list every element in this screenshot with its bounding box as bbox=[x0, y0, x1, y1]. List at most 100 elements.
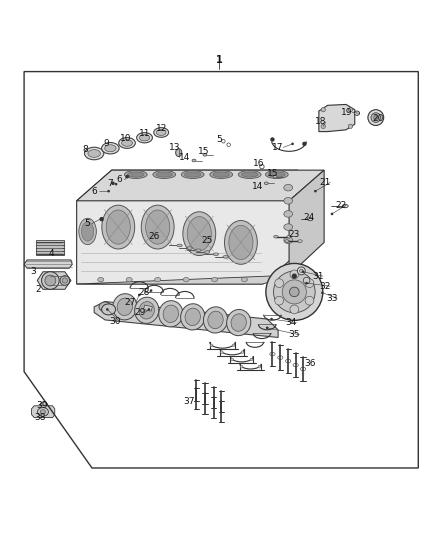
Text: 29: 29 bbox=[134, 308, 146, 317]
Polygon shape bbox=[24, 260, 72, 268]
Text: 15: 15 bbox=[267, 169, 278, 178]
Circle shape bbox=[100, 217, 103, 220]
Ellipse shape bbox=[307, 217, 313, 221]
Ellipse shape bbox=[177, 244, 182, 247]
Text: 28: 28 bbox=[138, 288, 149, 297]
Text: 6: 6 bbox=[116, 175, 122, 184]
Ellipse shape bbox=[60, 276, 70, 285]
Text: 11: 11 bbox=[139, 129, 150, 138]
Ellipse shape bbox=[203, 307, 228, 333]
Ellipse shape bbox=[196, 249, 201, 252]
Text: 14: 14 bbox=[252, 182, 263, 191]
Ellipse shape bbox=[300, 269, 303, 273]
Text: 9: 9 bbox=[103, 139, 109, 148]
Ellipse shape bbox=[226, 310, 251, 336]
Ellipse shape bbox=[213, 172, 230, 177]
Ellipse shape bbox=[290, 270, 299, 279]
Ellipse shape bbox=[266, 263, 323, 320]
Ellipse shape bbox=[40, 402, 47, 407]
Ellipse shape bbox=[181, 171, 204, 179]
Ellipse shape bbox=[303, 277, 310, 284]
Ellipse shape bbox=[156, 172, 173, 177]
Ellipse shape bbox=[220, 351, 223, 353]
Ellipse shape bbox=[264, 182, 268, 184]
Text: 5: 5 bbox=[84, 219, 90, 228]
Ellipse shape bbox=[139, 134, 150, 141]
Ellipse shape bbox=[258, 366, 261, 368]
Ellipse shape bbox=[159, 301, 183, 327]
Circle shape bbox=[292, 273, 297, 279]
Text: 2: 2 bbox=[36, 285, 41, 294]
Ellipse shape bbox=[183, 212, 216, 255]
Ellipse shape bbox=[187, 216, 211, 251]
Ellipse shape bbox=[126, 278, 132, 282]
Ellipse shape bbox=[238, 171, 261, 179]
Ellipse shape bbox=[124, 171, 147, 179]
Ellipse shape bbox=[290, 287, 299, 297]
Ellipse shape bbox=[275, 296, 283, 305]
Ellipse shape bbox=[284, 224, 293, 230]
Ellipse shape bbox=[208, 311, 223, 329]
Text: 4: 4 bbox=[49, 249, 54, 258]
Ellipse shape bbox=[374, 115, 378, 120]
Ellipse shape bbox=[250, 358, 253, 361]
Text: 1: 1 bbox=[215, 55, 223, 65]
Text: 19: 19 bbox=[341, 108, 353, 117]
Ellipse shape bbox=[180, 304, 205, 330]
Ellipse shape bbox=[273, 175, 277, 178]
Text: 32: 32 bbox=[319, 282, 331, 290]
Polygon shape bbox=[319, 104, 355, 132]
Circle shape bbox=[305, 282, 308, 285]
Polygon shape bbox=[37, 272, 71, 289]
Ellipse shape bbox=[274, 236, 278, 238]
Ellipse shape bbox=[37, 408, 48, 416]
Ellipse shape bbox=[88, 150, 100, 157]
Text: 3: 3 bbox=[30, 267, 36, 276]
Text: 20: 20 bbox=[372, 114, 383, 123]
Ellipse shape bbox=[273, 271, 315, 313]
Ellipse shape bbox=[205, 251, 210, 253]
Text: 37: 37 bbox=[184, 397, 195, 406]
Text: 35: 35 bbox=[289, 330, 300, 340]
Ellipse shape bbox=[265, 171, 288, 179]
Ellipse shape bbox=[212, 278, 218, 282]
Ellipse shape bbox=[232, 344, 235, 346]
Circle shape bbox=[148, 308, 150, 311]
Text: 34: 34 bbox=[286, 318, 297, 327]
Text: 25: 25 bbox=[201, 236, 212, 245]
Ellipse shape bbox=[141, 205, 174, 249]
Ellipse shape bbox=[81, 222, 94, 241]
Ellipse shape bbox=[185, 308, 201, 326]
Text: 31: 31 bbox=[312, 272, 323, 281]
Polygon shape bbox=[77, 170, 298, 284]
Ellipse shape bbox=[284, 211, 293, 217]
Ellipse shape bbox=[156, 130, 166, 135]
Text: 10: 10 bbox=[120, 134, 132, 143]
Circle shape bbox=[127, 175, 129, 177]
Ellipse shape bbox=[187, 247, 192, 249]
Ellipse shape bbox=[305, 296, 314, 305]
Ellipse shape bbox=[102, 304, 116, 315]
Ellipse shape bbox=[231, 314, 247, 332]
Ellipse shape bbox=[213, 253, 219, 255]
Text: 17: 17 bbox=[272, 143, 284, 152]
Text: 13: 13 bbox=[169, 143, 180, 152]
Circle shape bbox=[302, 142, 307, 146]
Ellipse shape bbox=[297, 267, 305, 275]
Ellipse shape bbox=[99, 302, 111, 312]
Ellipse shape bbox=[45, 275, 56, 286]
Circle shape bbox=[314, 190, 317, 192]
Text: 30: 30 bbox=[109, 317, 120, 326]
Polygon shape bbox=[94, 302, 278, 337]
Ellipse shape bbox=[117, 298, 133, 316]
Ellipse shape bbox=[241, 278, 247, 282]
Ellipse shape bbox=[163, 305, 179, 322]
Text: 24: 24 bbox=[303, 213, 314, 222]
Ellipse shape bbox=[224, 221, 257, 264]
Ellipse shape bbox=[371, 113, 381, 123]
Text: 33: 33 bbox=[326, 294, 338, 303]
Ellipse shape bbox=[122, 140, 132, 147]
Ellipse shape bbox=[40, 410, 46, 414]
Text: 5: 5 bbox=[216, 135, 222, 144]
Ellipse shape bbox=[203, 154, 207, 156]
